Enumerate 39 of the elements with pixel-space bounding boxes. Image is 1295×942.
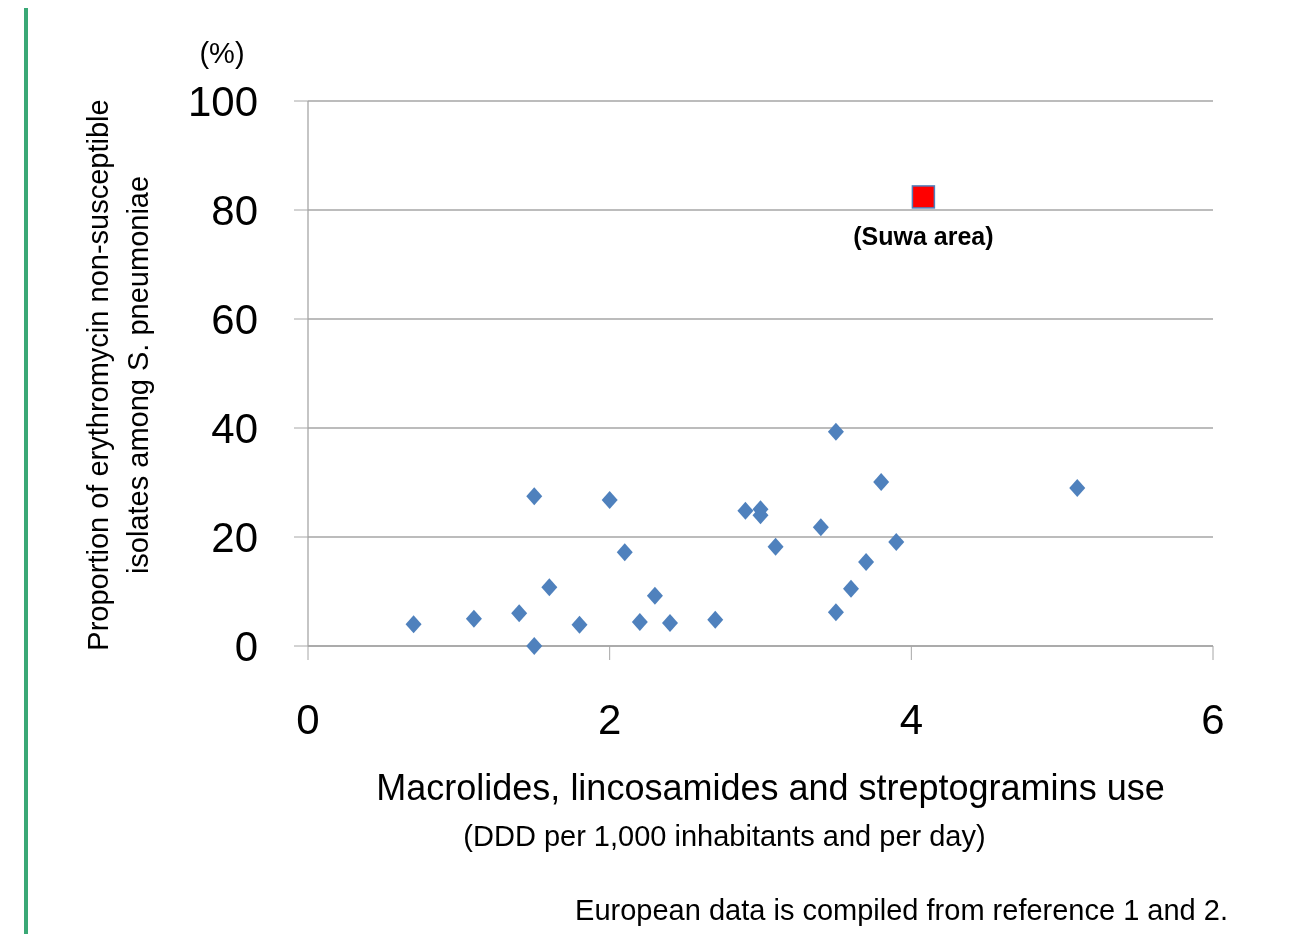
point bbox=[526, 487, 543, 506]
point bbox=[646, 586, 663, 605]
x-tick-label: 0 bbox=[296, 696, 320, 743]
point bbox=[737, 501, 754, 520]
point bbox=[631, 613, 648, 632]
x-tick-label: 2 bbox=[597, 696, 622, 743]
point bbox=[858, 553, 875, 572]
point bbox=[812, 518, 829, 537]
point bbox=[843, 579, 859, 598]
y-tick-label: 20 bbox=[211, 514, 258, 561]
x-axis-title: Macrolides, lincosamides and streptogramins use (DDD per 1,000 inhabitants and per day) bbox=[376, 767, 1165, 852]
y-tick-label: 40 bbox=[211, 405, 258, 452]
x-tick-label: 6 bbox=[1201, 696, 1225, 743]
x-tick-label: 4 bbox=[899, 696, 924, 743]
point bbox=[616, 543, 633, 562]
point bbox=[571, 615, 588, 634]
y-axis-title: Proportion of erythromycin non-susceptible isolates among S. pneumoniae bbox=[82, 99, 154, 651]
annotation: (Suwa area) bbox=[853, 221, 994, 250]
point bbox=[601, 490, 618, 509]
point bbox=[888, 532, 905, 551]
point bbox=[526, 637, 543, 655]
text: (%) bbox=[199, 37, 245, 69]
point bbox=[827, 422, 844, 441]
y-tick-label: 60 bbox=[211, 296, 258, 343]
point bbox=[707, 610, 724, 629]
point bbox=[465, 609, 482, 628]
point bbox=[662, 614, 678, 633]
point bbox=[511, 604, 528, 623]
point bbox=[767, 537, 784, 556]
point bbox=[1069, 478, 1086, 497]
point bbox=[541, 578, 558, 597]
y-tick-label: 80 bbox=[211, 187, 258, 234]
point bbox=[911, 185, 936, 209]
y-tick-label: 0 bbox=[234, 623, 258, 670]
point bbox=[405, 615, 422, 634]
point bbox=[873, 472, 890, 491]
text: European data is compiled from reference 1 and 2. bbox=[575, 894, 1228, 926]
point bbox=[827, 603, 844, 622]
y-tick-label: 100 bbox=[187, 78, 258, 125]
